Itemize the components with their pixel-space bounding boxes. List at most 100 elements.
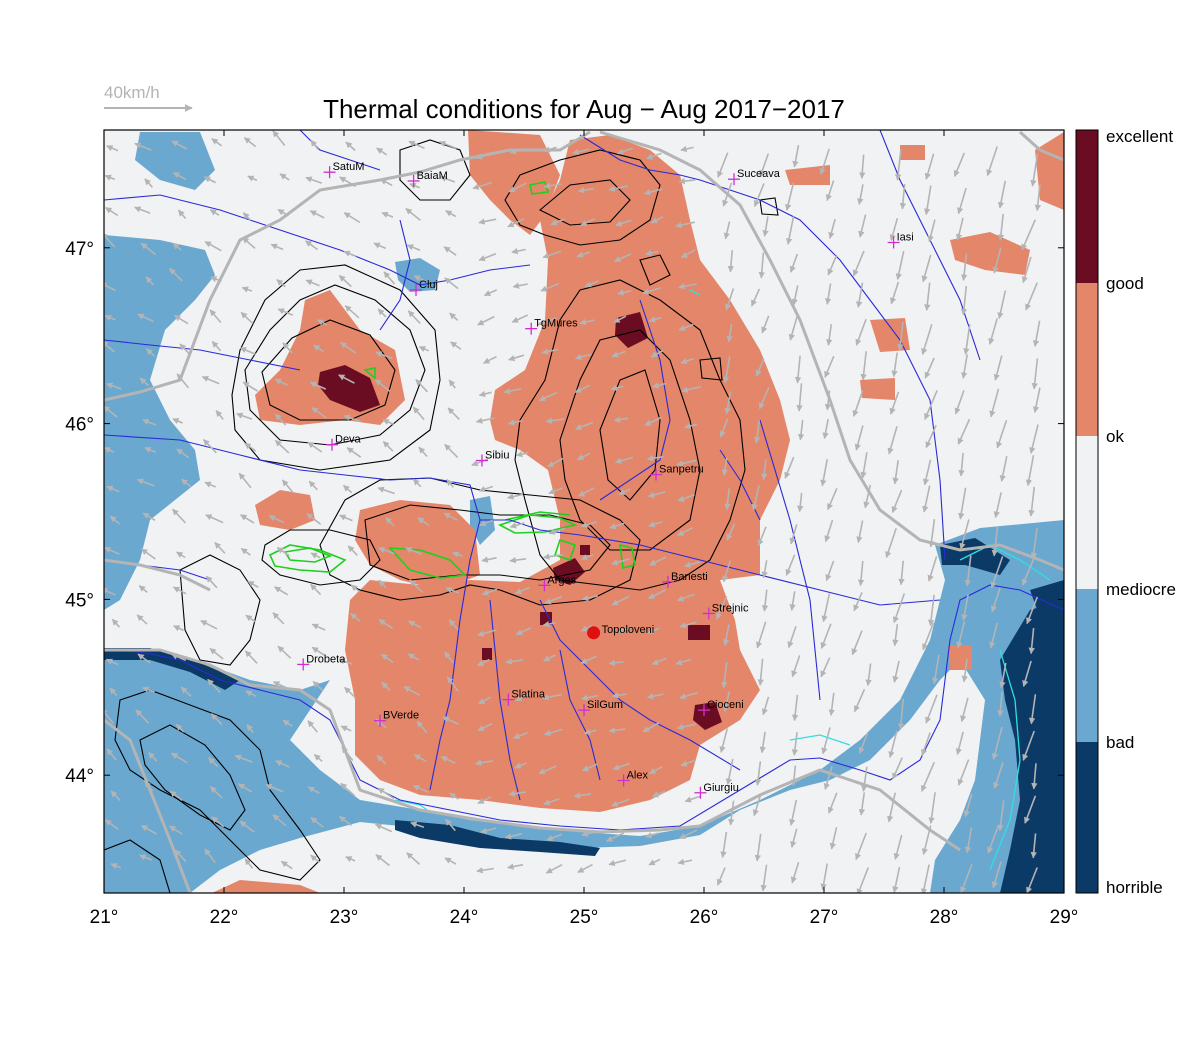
wind-arrow xyxy=(169,790,183,801)
wind-arrow xyxy=(448,379,456,389)
wind-arrow xyxy=(408,620,422,629)
wind-arrow xyxy=(543,728,563,737)
wind-arrow xyxy=(645,832,659,839)
wind-arrow xyxy=(408,140,425,150)
wind-arrow xyxy=(507,419,523,426)
wind-arrow xyxy=(104,588,116,596)
city-sanpetru: Sanpetru xyxy=(650,464,704,481)
wind-arrow xyxy=(438,140,457,150)
wind-arrow xyxy=(923,185,932,216)
wind-arrow xyxy=(445,587,459,594)
city-label: Iasi xyxy=(897,232,914,244)
wind-arrow xyxy=(990,587,1001,613)
wind-arrow xyxy=(899,184,907,210)
wind-arrow xyxy=(678,323,694,331)
wind-arrow xyxy=(104,314,116,321)
wind-arrow xyxy=(678,177,696,185)
wind-arrow xyxy=(204,481,216,488)
wind-arrow xyxy=(921,732,931,756)
wind-arrow xyxy=(538,765,557,775)
wind-arrow xyxy=(412,406,425,421)
wind-arrow xyxy=(509,522,525,529)
wind-arrow xyxy=(827,254,838,276)
wind-arrow xyxy=(405,207,421,221)
wind-arrow xyxy=(144,446,157,454)
city-label: SatuM xyxy=(333,161,365,173)
highlight-site: Topoloveni xyxy=(587,624,654,640)
wind-arrow xyxy=(577,187,594,194)
wind-arrow xyxy=(651,657,667,666)
wind-arrow xyxy=(999,456,1008,482)
wind-arrow xyxy=(791,655,801,678)
wind-arrow xyxy=(797,493,804,513)
x-axis: 21° 22° 23° 24° 25° 26° 27° 28° 29° xyxy=(90,130,1078,928)
wind-arrow xyxy=(406,852,421,865)
wind-arrow xyxy=(716,595,728,620)
wind-arrow xyxy=(964,555,972,587)
wind-arrow xyxy=(892,866,901,893)
wind-arrow xyxy=(543,798,560,806)
wind-arrow xyxy=(474,759,494,766)
wind-arrow xyxy=(272,814,287,827)
wind-arrow xyxy=(541,693,563,701)
wind-arrow xyxy=(242,212,251,221)
wind-arrow xyxy=(305,279,320,287)
x-tick-label: 22° xyxy=(210,907,239,928)
wind-arrow xyxy=(785,554,796,576)
wind-arrow xyxy=(311,406,328,419)
wind-arrow xyxy=(177,209,187,220)
wind-arrow xyxy=(478,218,497,225)
wind-arrow xyxy=(310,552,321,559)
wind-arrow xyxy=(613,416,629,423)
wind-arrow xyxy=(377,486,395,495)
wind-arrow xyxy=(172,171,187,181)
wind-arrow xyxy=(960,697,969,723)
wind-arrow xyxy=(543,553,564,560)
city-label: Giurgiu xyxy=(703,782,738,794)
wind-arrow xyxy=(615,219,632,227)
wind-arrow xyxy=(313,344,324,353)
wind-arrow xyxy=(238,783,253,793)
wind-arrow xyxy=(955,731,964,756)
wind-arrow xyxy=(443,651,454,664)
wind-arrow xyxy=(405,547,422,555)
wind-arrow xyxy=(515,586,531,595)
wind-arrow xyxy=(829,827,838,850)
wind-arrow xyxy=(479,519,494,527)
wind-arrow xyxy=(276,546,290,557)
wind-arrow xyxy=(789,799,798,826)
wind-arrow xyxy=(215,410,224,420)
wind-arrow xyxy=(135,709,150,724)
wind-arrow xyxy=(407,310,421,325)
wind-arrow xyxy=(756,621,767,649)
wind-arrow xyxy=(580,554,594,561)
y-tick-label: 44° xyxy=(65,766,94,787)
wind-arrow xyxy=(922,459,932,486)
wind-arrow xyxy=(475,153,490,160)
wind-arrow xyxy=(204,848,216,864)
wind-arrow xyxy=(1029,424,1039,454)
wind-arrow xyxy=(169,825,183,835)
wind-arrow xyxy=(963,324,971,355)
wind-arrow xyxy=(378,579,387,589)
wind-arrow xyxy=(680,249,696,259)
wind-arrow xyxy=(443,246,457,256)
wind-arrow xyxy=(924,390,938,420)
wind-arrow xyxy=(110,790,121,802)
wind-arrow xyxy=(820,623,832,649)
wind-arrow xyxy=(960,286,968,316)
wind-arrow xyxy=(892,757,903,780)
wind-arrow xyxy=(105,658,119,666)
wind-arrow xyxy=(683,560,701,568)
wind-arrow xyxy=(753,183,765,207)
wind-arrow xyxy=(928,519,936,548)
wind-arrow xyxy=(893,834,903,860)
city-label: Cluj xyxy=(419,279,438,291)
wind-arrow xyxy=(608,185,629,192)
wind-arrow xyxy=(478,252,497,262)
wind-arrow xyxy=(644,416,663,426)
wind-arrow xyxy=(750,288,761,307)
wind-arrow xyxy=(309,210,325,219)
wind-arrow xyxy=(104,446,115,454)
wind-arrow xyxy=(762,216,769,237)
